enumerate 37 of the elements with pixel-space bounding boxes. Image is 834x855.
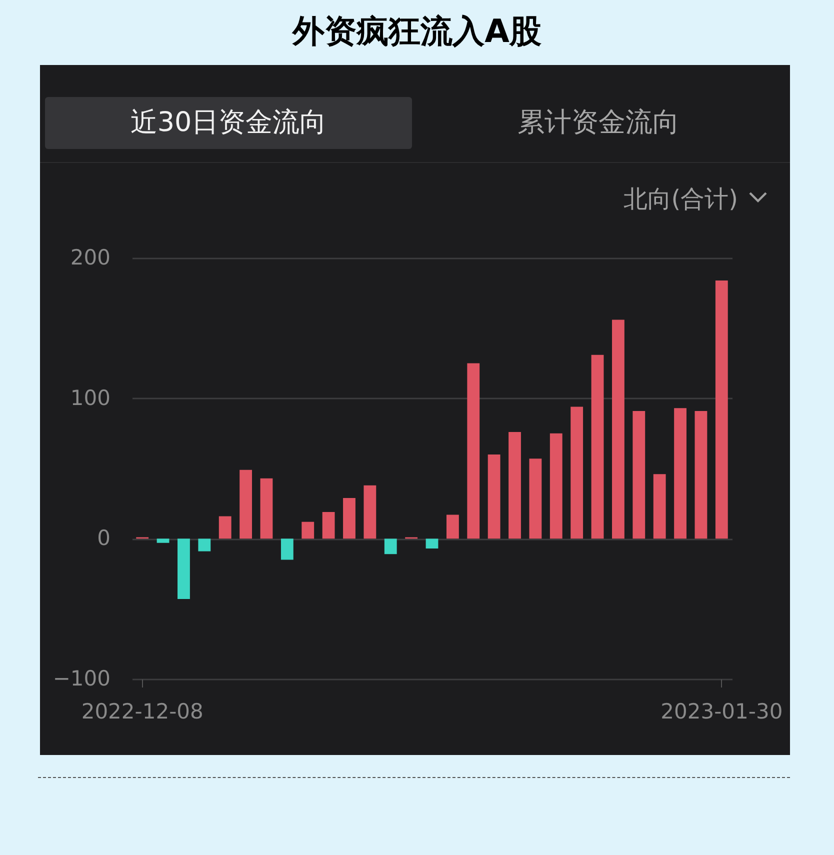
y-tick-label: 0 xyxy=(97,526,110,550)
bar xyxy=(550,433,562,539)
text: 累计资金流向 xyxy=(516,106,680,140)
y-tick-label: 100 xyxy=(70,386,110,410)
bar xyxy=(694,410,708,539)
text: 北向(合计) xyxy=(623,184,738,215)
bar xyxy=(280,538,294,560)
bar xyxy=(240,470,252,539)
bar xyxy=(488,454,500,539)
bar xyxy=(446,514,459,539)
bar xyxy=(591,354,604,539)
x-tick-label: 2022-12-08 xyxy=(81,700,204,724)
y-tick-label: −100 xyxy=(52,666,110,690)
bar xyxy=(426,538,438,548)
bar xyxy=(508,432,521,539)
bar xyxy=(674,408,686,539)
bar xyxy=(384,538,397,554)
bar xyxy=(302,522,314,539)
bar xyxy=(653,474,666,539)
bar xyxy=(178,538,190,600)
bar xyxy=(322,512,335,539)
bar xyxy=(364,485,376,539)
x-tick-label: 2023-01-30 xyxy=(660,700,783,724)
bar xyxy=(156,538,170,543)
bar xyxy=(715,280,728,539)
bar xyxy=(632,410,646,539)
chart-title: 外资疯狂流入A股 xyxy=(290,11,542,52)
bar xyxy=(343,498,356,539)
bar xyxy=(570,406,584,539)
bar xyxy=(529,458,542,539)
bar xyxy=(198,538,211,552)
bar xyxy=(260,478,273,539)
text: 近30日资金流向 xyxy=(45,97,412,149)
y-tick-label: 200 xyxy=(70,246,110,270)
bar xyxy=(612,320,624,539)
bar xyxy=(218,516,232,539)
bar xyxy=(467,363,480,539)
